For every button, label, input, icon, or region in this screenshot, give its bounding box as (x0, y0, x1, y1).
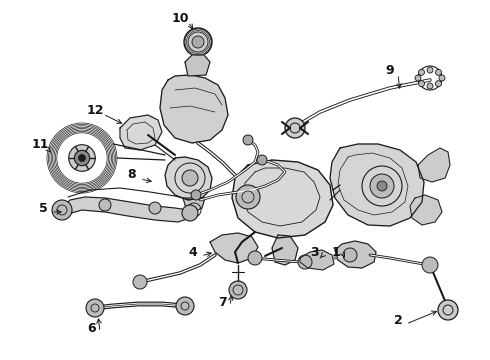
Circle shape (182, 170, 198, 186)
Circle shape (191, 190, 201, 200)
Text: 1: 1 (332, 246, 341, 258)
Circle shape (236, 185, 260, 209)
Circle shape (78, 154, 85, 162)
Text: 2: 2 (393, 314, 402, 327)
Polygon shape (183, 198, 205, 212)
Circle shape (427, 67, 433, 73)
Circle shape (248, 251, 262, 265)
Circle shape (436, 81, 441, 87)
Polygon shape (120, 115, 162, 150)
Text: 6: 6 (88, 321, 97, 334)
Polygon shape (330, 144, 424, 226)
Polygon shape (185, 55, 210, 76)
Circle shape (439, 75, 445, 81)
Circle shape (192, 36, 204, 48)
Circle shape (422, 257, 438, 273)
Circle shape (427, 83, 433, 89)
Circle shape (69, 145, 95, 171)
Circle shape (298, 255, 312, 269)
Text: 3: 3 (310, 246, 318, 258)
Polygon shape (160, 75, 228, 143)
Circle shape (418, 69, 424, 75)
Circle shape (438, 300, 458, 320)
Polygon shape (410, 195, 442, 225)
Polygon shape (232, 160, 333, 238)
Circle shape (436, 69, 441, 75)
Circle shape (52, 200, 72, 220)
Polygon shape (335, 241, 376, 268)
Text: 9: 9 (386, 63, 394, 77)
Circle shape (86, 299, 104, 317)
Circle shape (257, 155, 267, 165)
Circle shape (176, 297, 194, 315)
Circle shape (133, 275, 147, 289)
Polygon shape (418, 148, 450, 182)
Circle shape (229, 281, 247, 299)
Circle shape (149, 202, 161, 214)
Circle shape (370, 174, 394, 198)
Circle shape (184, 28, 212, 56)
Text: 12: 12 (86, 104, 104, 117)
Polygon shape (62, 197, 190, 222)
Circle shape (285, 118, 305, 138)
Polygon shape (272, 235, 298, 265)
Circle shape (74, 150, 90, 166)
Circle shape (418, 81, 424, 87)
Polygon shape (210, 233, 258, 263)
Text: 11: 11 (31, 139, 49, 152)
Circle shape (415, 75, 421, 81)
Polygon shape (300, 250, 334, 270)
Text: 4: 4 (189, 246, 197, 258)
Circle shape (182, 205, 198, 221)
Text: 7: 7 (218, 296, 226, 309)
Circle shape (243, 135, 253, 145)
Text: 5: 5 (39, 202, 48, 215)
Circle shape (99, 199, 111, 211)
Text: 10: 10 (171, 12, 189, 24)
Circle shape (377, 181, 387, 191)
Text: 8: 8 (128, 168, 136, 181)
Polygon shape (165, 157, 212, 200)
Circle shape (343, 248, 357, 262)
